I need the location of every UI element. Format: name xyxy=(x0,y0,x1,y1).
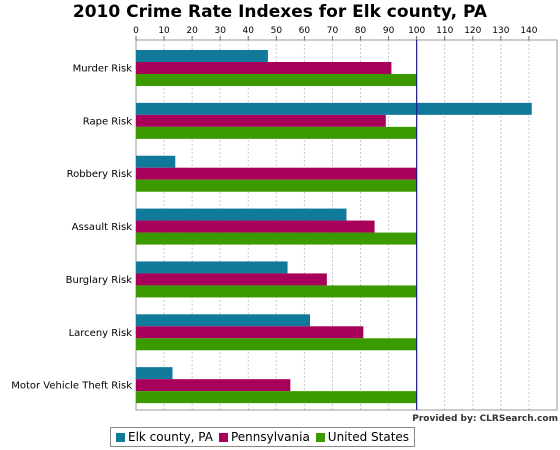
bar xyxy=(136,367,173,380)
x-tick-label: 110 xyxy=(436,26,453,36)
legend-swatch-pennsylvania xyxy=(218,432,228,442)
category-label: Larceny Risk xyxy=(69,328,133,339)
legend-item-elk: Elk county, PA xyxy=(116,430,213,444)
x-tick-label: 100 xyxy=(408,26,425,36)
x-tick-label: 20 xyxy=(186,26,198,36)
bar xyxy=(136,379,291,392)
bar xyxy=(136,74,417,86)
x-tick-label: 50 xyxy=(271,26,283,36)
legend-swatch-elk xyxy=(116,432,125,442)
category-label: Murder Risk xyxy=(73,64,133,75)
bar xyxy=(136,155,176,168)
legend-label-elk: Elk county, PA xyxy=(128,430,213,444)
x-tick-label: 60 xyxy=(299,26,311,36)
x-tick-label: 140 xyxy=(520,26,537,36)
provided-by-credit: Provided by: CLRSearch.com xyxy=(412,414,558,424)
category-label: Motor Vehicle Theft Risk xyxy=(11,381,132,392)
x-tick-label: 70 xyxy=(327,26,339,36)
bar xyxy=(136,179,417,192)
chart-legend: Elk county, PA Pennsylvania United State… xyxy=(110,427,416,447)
bar xyxy=(136,114,386,127)
bar xyxy=(136,62,392,74)
category-label: Burglary Risk xyxy=(66,275,133,286)
legend-label-pennsylvania: Pennsylvania xyxy=(230,430,310,444)
x-tick-label: 130 xyxy=(492,26,509,36)
bar xyxy=(136,126,417,139)
bar xyxy=(136,391,417,404)
chart-title: 2010 Crime Rate Indexes for Elk county, … xyxy=(72,2,488,22)
x-tick-label: 10 xyxy=(158,26,170,36)
bar xyxy=(136,285,417,298)
x-tick-label: 30 xyxy=(214,26,226,36)
x-tick-label: 0 xyxy=(133,26,139,36)
legend-label-united-states: United States xyxy=(327,430,410,444)
legend-item-united-states: United States xyxy=(315,430,410,444)
legend-item-pennsylvania: Pennsylvania xyxy=(218,430,310,444)
bar xyxy=(136,273,327,286)
bar xyxy=(136,102,532,115)
category-label: Rape Risk xyxy=(83,116,132,127)
x-tick-label: 80 xyxy=(355,26,367,36)
bar xyxy=(136,167,417,180)
x-tick-label: 90 xyxy=(383,26,395,36)
bar xyxy=(136,50,268,62)
x-tick-label: 120 xyxy=(464,26,481,36)
bar xyxy=(136,208,347,221)
category-label: Robbery Risk xyxy=(67,169,133,180)
bar xyxy=(136,220,375,233)
bar xyxy=(136,232,417,245)
legend-swatch-united-states xyxy=(315,432,325,442)
bar xyxy=(136,314,311,327)
category-label: Assault Risk xyxy=(72,222,133,233)
x-tick-label: 40 xyxy=(243,26,255,36)
bar xyxy=(136,338,417,351)
bar xyxy=(136,261,288,274)
bar xyxy=(136,326,364,339)
